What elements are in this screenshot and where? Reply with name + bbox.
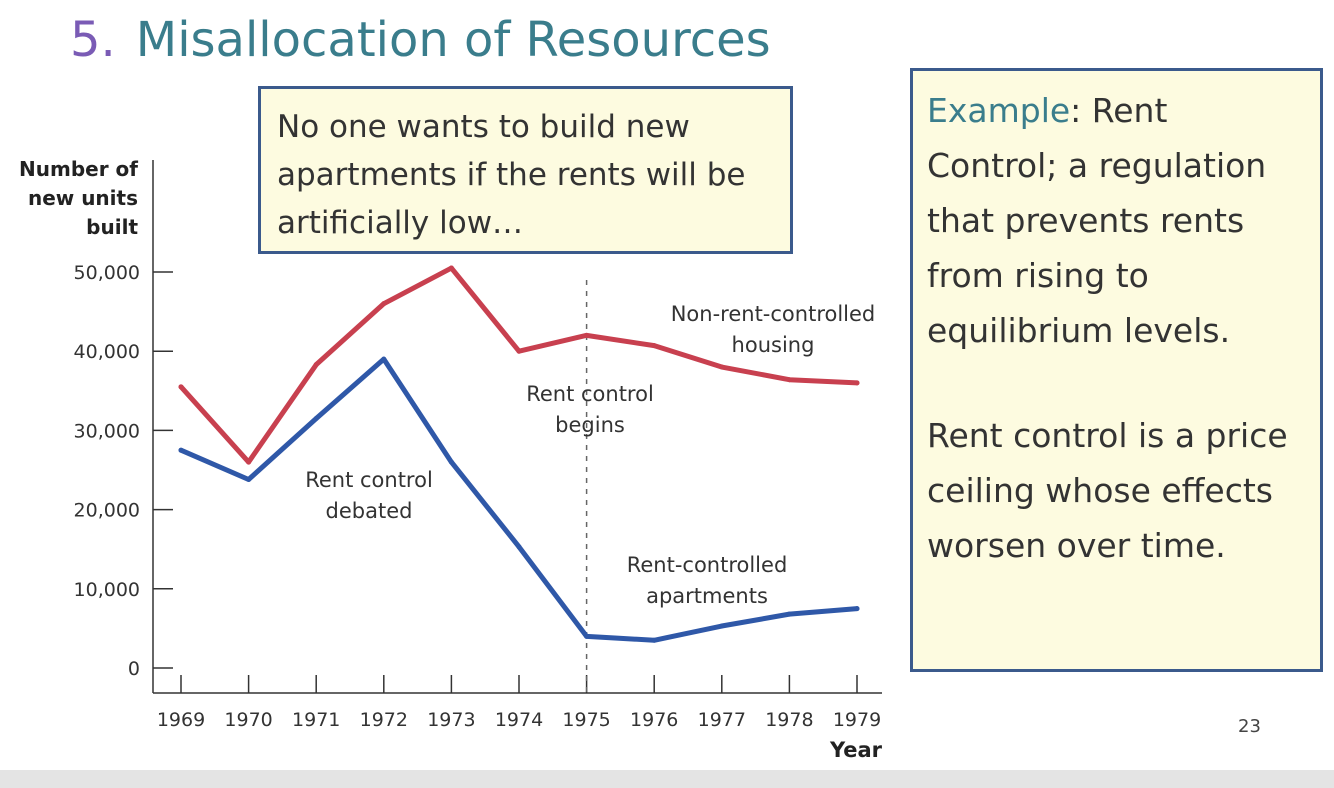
annotation-rent-control-begins: Rent control xyxy=(526,382,654,406)
point-non-rent-controlled xyxy=(448,265,454,271)
point-non-rent-controlled xyxy=(854,380,860,386)
point-non-rent-controlled xyxy=(584,332,590,338)
y-axis-label-line: Number of xyxy=(19,157,138,181)
x-tick-label: 1972 xyxy=(360,709,408,731)
series-label-non-rent-controlled: Non-rent-controlled xyxy=(671,302,876,326)
x-tick-label: 1970 xyxy=(224,709,272,731)
point-rent-controlled xyxy=(448,459,454,465)
point-rent-controlled xyxy=(719,623,725,629)
x-tick-label: 1979 xyxy=(833,709,881,731)
slide-title-number: 5. xyxy=(70,12,116,68)
annotation-rent-control-debated: debated xyxy=(326,499,413,523)
x-tick-label: 1978 xyxy=(765,709,813,731)
annotation-rent-control-begins: begins xyxy=(555,413,625,437)
callout-example-definition: Example: Rent Control; a regulation that… xyxy=(927,83,1306,358)
x-tick-label: 1976 xyxy=(630,709,678,731)
point-rent-controlled xyxy=(516,544,522,550)
x-tick-label: 1974 xyxy=(495,709,543,731)
series-line-non-rent-controlled xyxy=(178,265,860,465)
callout-build-note: No one wants to build new apartments if … xyxy=(258,86,793,254)
x-tick-label: 1973 xyxy=(427,709,475,731)
callout-example: Example: Rent Control; a regulation that… xyxy=(910,68,1323,672)
annotation-rent-control-debated: Rent control xyxy=(305,468,433,492)
series-label-non-rent-controlled: housing xyxy=(732,333,815,357)
point-rent-controlled xyxy=(651,637,657,643)
point-non-rent-controlled xyxy=(786,377,792,383)
point-rent-controlled xyxy=(246,477,252,483)
callout-example-label: Example xyxy=(927,91,1071,130)
y-tick-label: 30,000 xyxy=(74,420,140,442)
point-non-rent-controlled xyxy=(719,364,725,370)
point-rent-controlled xyxy=(381,356,387,362)
y-axis-label-line: built xyxy=(86,215,138,239)
point-non-rent-controlled xyxy=(246,459,252,465)
point-non-rent-controlled xyxy=(651,343,657,349)
point-rent-controlled xyxy=(786,611,792,617)
point-rent-controlled xyxy=(584,633,590,639)
x-tick-label: 1975 xyxy=(562,709,610,731)
callout-build-text: No one wants to build new apartments if … xyxy=(277,109,746,241)
y-tick-label: 40,000 xyxy=(74,341,140,363)
point-non-rent-controlled xyxy=(178,384,184,390)
x-tick-label: 1969 xyxy=(157,709,205,731)
y-tick-label: 50,000 xyxy=(74,262,140,284)
x-axis-label: Year xyxy=(829,738,883,762)
slide-title: 5. Misallocation of Resources xyxy=(70,8,771,72)
point-rent-controlled xyxy=(178,447,184,453)
series-label-rent-controlled: apartments xyxy=(646,584,768,608)
point-rent-controlled xyxy=(313,416,319,422)
page-number: 23 xyxy=(1238,716,1261,737)
series-label-rent-controlled: Rent-controlled xyxy=(627,553,788,577)
y-tick-label: 10,000 xyxy=(74,579,140,601)
rent-control-chart: Number of new units built 0 10,000 20,000 30,0… xyxy=(19,157,883,762)
point-non-rent-controlled xyxy=(313,362,319,368)
x-tick-label: 1977 xyxy=(698,709,746,731)
x-tick-label: 1971 xyxy=(292,709,340,731)
y-axis-label-line: new units xyxy=(28,186,138,210)
y-tick-label: 20,000 xyxy=(74,500,140,522)
slide-title-text: Misallocation of Resources xyxy=(135,12,771,68)
point-non-rent-controlled xyxy=(516,348,522,354)
point-rent-controlled xyxy=(854,606,860,612)
footer-band xyxy=(0,770,1334,788)
callout-example-text: : Rent Control; a regulation that preven… xyxy=(927,91,1267,350)
point-non-rent-controlled xyxy=(381,301,387,307)
callout-price-ceiling-text: Rent control is a price ceiling whose ef… xyxy=(927,416,1288,565)
y-tick-label: 0 xyxy=(128,658,140,680)
